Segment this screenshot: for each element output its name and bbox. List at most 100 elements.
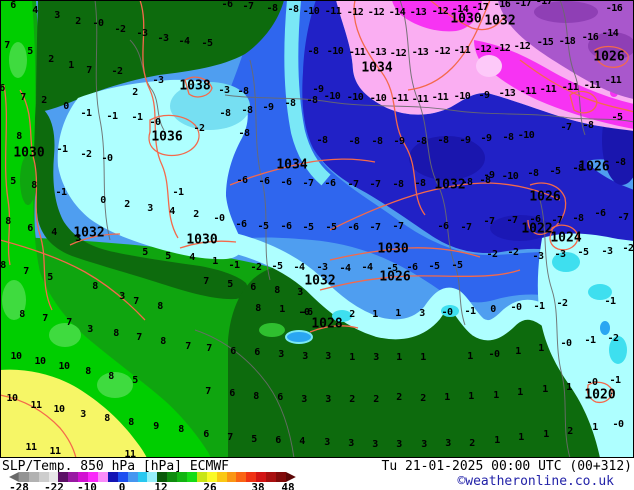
temperature-value: 11 (25, 442, 37, 453)
temperature-value: 7 (42, 313, 48, 324)
temperature-value: -9 (393, 136, 405, 147)
temperature-value: 7 (23, 266, 29, 277)
temperature-value: -10 (453, 91, 471, 102)
temperature-value: -11 (604, 75, 622, 86)
temperature-value: -14 (601, 28, 619, 39)
temperature-value: -15 (536, 37, 554, 48)
temperature-value: -7 (483, 216, 495, 227)
temperature-value: 3 (396, 439, 402, 450)
chart-datetime: Tu 21-01-2025 00:00 UTC (00+312) (381, 459, 632, 474)
temperature-value: -3 (532, 251, 544, 262)
temperature-value: -6 (280, 177, 292, 188)
temperature-value: 0 (100, 195, 106, 206)
isobar-label: 1032 (484, 13, 516, 29)
temperature-value: -3 (316, 262, 328, 273)
temperature-value: 7 (227, 432, 233, 443)
colorbar-segment (78, 472, 89, 482)
temperature-value: -6 (324, 178, 336, 189)
temperature-value: -11 (453, 45, 471, 56)
isobar-label: 1032 (434, 177, 466, 193)
colorbar-tick: -22 (44, 481, 64, 490)
isobar-label: 1036 (151, 129, 183, 145)
temperature-value: 5 (227, 279, 233, 290)
temperature-value: -9 (483, 170, 495, 181)
temperature-value: 5 (27, 46, 33, 57)
temperature-value: 6 (230, 346, 236, 357)
temperature-value: 1 (592, 422, 598, 433)
temperature-value: -0 (560, 338, 572, 349)
temperature-value: -13 (369, 47, 387, 58)
temperature-value: 3 (80, 409, 86, 420)
temperature-value: 2 (41, 95, 47, 106)
temperature-value: -5 (611, 112, 623, 123)
isobar-label: 1032 (73, 225, 105, 241)
temperature-value: -7 (506, 215, 518, 226)
temperature-value: -8 (371, 136, 383, 147)
temperature-value: 2 (193, 209, 199, 220)
temperature-value: -0 (101, 153, 113, 164)
temperature-value: -5 (201, 38, 213, 49)
temperature-value: 2 (132, 87, 138, 98)
temperature-value: 8 (255, 303, 261, 314)
temperature-value: -16 (493, 0, 511, 10)
temperature-value: 1 (494, 435, 500, 446)
temperature-value: -8 (479, 175, 491, 186)
temperature-value: -11 (539, 84, 557, 95)
temperature-value: -0 (586, 377, 598, 388)
temperature-value: -10 (302, 6, 320, 17)
temperature-value: 2 (469, 438, 475, 449)
temperature-value: -3 (218, 85, 230, 96)
temperature-value: 2 (349, 394, 355, 405)
temperature-value: -1 (55, 187, 67, 198)
temperature-value: -8 (502, 132, 514, 143)
temperature-value: 0 (63, 101, 69, 112)
temperature-value: 7 (206, 343, 212, 354)
temperature-value: -0 (92, 18, 104, 29)
temperature-value: 8 (160, 336, 166, 347)
colorbar-segment (137, 472, 148, 482)
temperature-value: -10 (517, 130, 535, 141)
temperature-value: 6 (203, 429, 209, 440)
temperature-value: -7 (551, 215, 563, 226)
temperature-value: 6 (250, 282, 256, 293)
isobar-label: 1034 (276, 157, 308, 173)
temperature-value: 1 (542, 384, 548, 395)
temperature-value: 3 (54, 10, 60, 21)
temperature-value: -0 (213, 213, 225, 224)
temperature-value: -13 (409, 7, 427, 18)
temperature-value: 3 (87, 324, 93, 335)
temperature-value: -0 (441, 307, 453, 318)
temperature-value: -12 (367, 7, 385, 18)
temperature-value: -2 (80, 149, 92, 160)
temperature-value: -9 (480, 133, 492, 144)
temperature-value: -1 (464, 306, 476, 317)
temperature-value: 1 (396, 352, 402, 363)
temperature-value: 5 (132, 375, 138, 386)
temperature-value: -8 (266, 3, 278, 14)
temperature-value: -7 (242, 1, 254, 12)
temperature-value: 1 (518, 432, 524, 443)
temperature-value: 3 (419, 308, 425, 319)
temperature-value: 5 (47, 272, 53, 283)
colorbar-segment (157, 472, 168, 482)
colorbar-tick: -10 (77, 481, 97, 490)
temperature-value: -7 (392, 221, 404, 232)
temperature-value: -2 (111, 66, 123, 77)
temperature-value: 1 (395, 308, 401, 319)
temperature-value: 0 (490, 304, 496, 315)
temperature-value: 3 (348, 438, 354, 449)
isobar-label: 1026 (578, 159, 610, 175)
copyright: ©weatheronline.co.uk (457, 474, 614, 489)
temperature-value: 7 (136, 332, 142, 343)
temperature-value: -1 (604, 296, 616, 307)
isobar-label: 1026 (529, 189, 561, 205)
temperature-value: 1 (444, 392, 450, 403)
temperature-value: -6 (406, 262, 418, 273)
temperature-value: -12 (431, 6, 449, 17)
temperature-value: -12 (493, 43, 511, 54)
temperature-value: -2 (556, 298, 568, 309)
temperature-value: -8 (287, 4, 299, 15)
temperature-value: 2 (349, 309, 355, 320)
temperature-value: 5 (251, 434, 257, 445)
temperature-value: 4 (51, 227, 57, 238)
